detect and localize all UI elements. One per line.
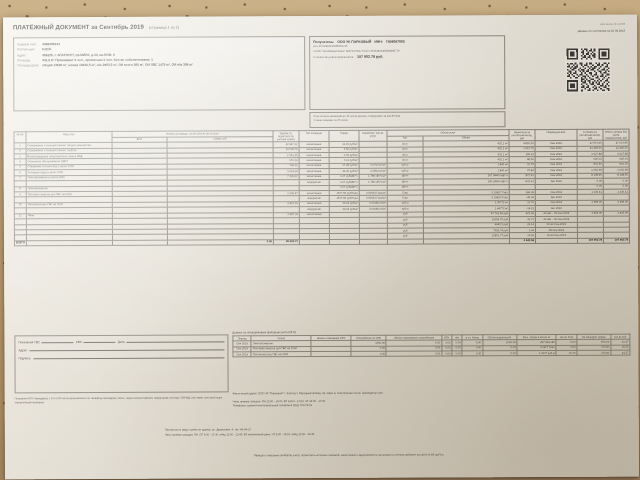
meter-signature-line: Подпись: [18, 354, 225, 361]
total-sum: 0.00 [167, 239, 274, 246]
col-no: № п/п [13, 131, 26, 144]
col-recalc-period: Период расчёта [534, 129, 578, 141]
opu-norm: 0.00 [386, 351, 442, 357]
opu-table-body: Сен 2019 Электроэнергия 1060.00 0.00 0.00 0.0… [232, 339, 630, 358]
xvs-input[interactable] [83, 338, 116, 344]
meter-readings-box: Показания ГВС ХВС Дата Адрес: Подпись: [14, 334, 229, 394]
area-label: Площадь: [17, 58, 32, 63]
payee-total-label: К оплате без учёта перерасчётов: [313, 56, 355, 60]
payee-total-value: 107 902.78 руб. [357, 54, 384, 60]
opu-ipu: 0.00 [441, 350, 452, 357]
opu-meter [311, 351, 352, 357]
contacts-block: Фактический адрес: ООО УК "Парковый" г. … [233, 391, 631, 410]
meter-address-label: Адрес: [18, 348, 28, 353]
meter-signature-input[interactable] [33, 354, 225, 360]
hvs-label: Показания ГВС [18, 340, 40, 345]
state-date: Данные по состоянию на 25.09.2019 [577, 28, 626, 33]
opu-table-row: Сен 2019 Теплоноситель ГВС на СОИ 0.00 0.00… [232, 350, 630, 358]
address-value: 456225, г. ЗЛАТОУСТ, пр.МИРА, д.33, кв.П… [42, 52, 115, 57]
phone-line: Телефоны: единый многоканальный телефон … [232, 404, 313, 408]
col-service: Вид услуг [25, 131, 112, 143]
hvs-input[interactable] [41, 339, 74, 344]
terms-line-1: Срок оплаты квитанций до 10 числа месяца… [313, 114, 401, 118]
house-area-label: Площади дома: [17, 63, 40, 68]
address-label: Адрес: [17, 52, 27, 57]
date-label: Дата [117, 339, 125, 344]
col-tariff: Тариф [328, 130, 359, 142]
payee-name: ООО УК ПАРКОВЫЙ [337, 39, 372, 44]
account-info-box: Лицевой счёт: 4495099144 Плательщик: Н.В… [13, 36, 306, 112]
total-accrued: 99 693.71 [273, 239, 300, 245]
payee-info-box: Получатель: ООО УК ПАРКОВЫЙ ИНН: 7404067… [309, 35, 506, 111]
terms-line-2: Учтены платежи по 25 число [313, 118, 349, 123]
charges-table: № п/п Вид услуг Оплата за период с 30.06… [13, 129, 630, 247]
opu-section: Данные по общедомовым приборам учета (ОП… [232, 329, 630, 358]
meter-address-line: Адрес: [18, 346, 225, 353]
total-period-sum: 4 943.59 [509, 238, 536, 244]
opu-table: Период Услуга Номер и показания ОПУ Потребл… [232, 334, 630, 358]
col-to-pay: К оплате за расчётный месяц, руб [576, 129, 604, 141]
payee-inn: 7404067003 [385, 39, 405, 44]
opu-common: 370.40 [576, 350, 611, 356]
col-debt: Задолж./(-) переплата по учётной оплате [272, 130, 299, 142]
meter-address-input[interactable] [29, 346, 225, 352]
area-value: 431,5 м² Проживают 0 чел., прописано 0 ч… [42, 57, 153, 63]
meter-readings-line: Показания ГВС ХВС Дата [18, 338, 225, 345]
passport-office-block: Паспортисты ведут приём по адресу: ул. Д… [165, 427, 621, 438]
payer-label: Плательщик: [17, 47, 36, 52]
col-norm: Норматив / кол-во услуг [358, 130, 387, 142]
qr-code [565, 46, 612, 93]
total-label: ВСЕГО [14, 240, 27, 247]
total-all: 107 902.78 [603, 237, 630, 244]
payer-value: Н.В.В. [42, 47, 52, 52]
account-label: Лицевой счёт: [17, 42, 37, 47]
table-header-row-1: № п/п Вид услуг Оплата за период с 30.06… [13, 129, 630, 144]
page-indicator: (страница 1 из 2) [148, 25, 180, 30]
opu-consumed: 0.00 [351, 351, 387, 357]
opu-service: Теплоноситель ГВС на СОИ [251, 351, 312, 358]
charges-table-wrap: № п/п Вид услуг Оплата за период с 30.06… [13, 129, 630, 247]
page-title: ПЛАТЁЖНЫЙ ДОКУМЕНТ за Сентябрь 2019 [13, 24, 144, 32]
payee-label: Получатель: [313, 39, 335, 44]
meter-instructions: Показания ИПУ передавать с 15 по 20 числ… [14, 396, 223, 404]
opu-under: 0.00 [482, 350, 518, 357]
payee-account-line: р/сч 40702810190280001745 [313, 45, 348, 49]
total-pay: 107 902.78 [577, 238, 604, 244]
opu-period: Сен 2019 [232, 351, 252, 358]
payee-bank-line: в ПАО "ЧелябИнвестБанк" БИК 047501779 к/… [313, 49, 400, 53]
house-area-value: общая 13630 м², жилая 10646,5 м², н/ж 29… [42, 63, 193, 68]
col-accrued: Начислено за расчётный месяц, руб [508, 129, 536, 141]
opu-calc: 1.3077 куб.м [517, 350, 557, 357]
payee-inn-label: ИНН: [374, 39, 383, 44]
date-input[interactable] [126, 338, 225, 343]
legal-address: Фактический адрес: ООО УК "Парковый" г. … [232, 391, 383, 396]
payment-terms-box: Срок оплаты квитанций до 10 числа месяца… [309, 111, 506, 129]
payment-document-sheet: Дата печати: 01.10.2019 Данные по состоя… [2, 14, 640, 480]
xvs-label: ХВС [75, 340, 82, 345]
opu-rub: 44.27 [610, 350, 630, 356]
charges-table-body: 1 Содержание и текущий ремонт общего имущ… [14, 140, 630, 241]
opu-gcal: 31.70 [556, 350, 577, 356]
col-op-type: Тип операции [298, 130, 329, 142]
print-date: Дата печати: 01.10.2019 [600, 23, 626, 26]
meter-signature-label: Подпись: [18, 356, 32, 361]
account-value: 4495099144 [42, 42, 60, 47]
bottom-note: Передать показания приборов учета, посмо… [253, 453, 445, 458]
opu-nj: 0.00 [451, 350, 463, 357]
col-to-pay-total: Итого к оплате без учёта перерасчётов, р… [602, 129, 630, 141]
opu-fl: 0.00 [462, 350, 483, 357]
